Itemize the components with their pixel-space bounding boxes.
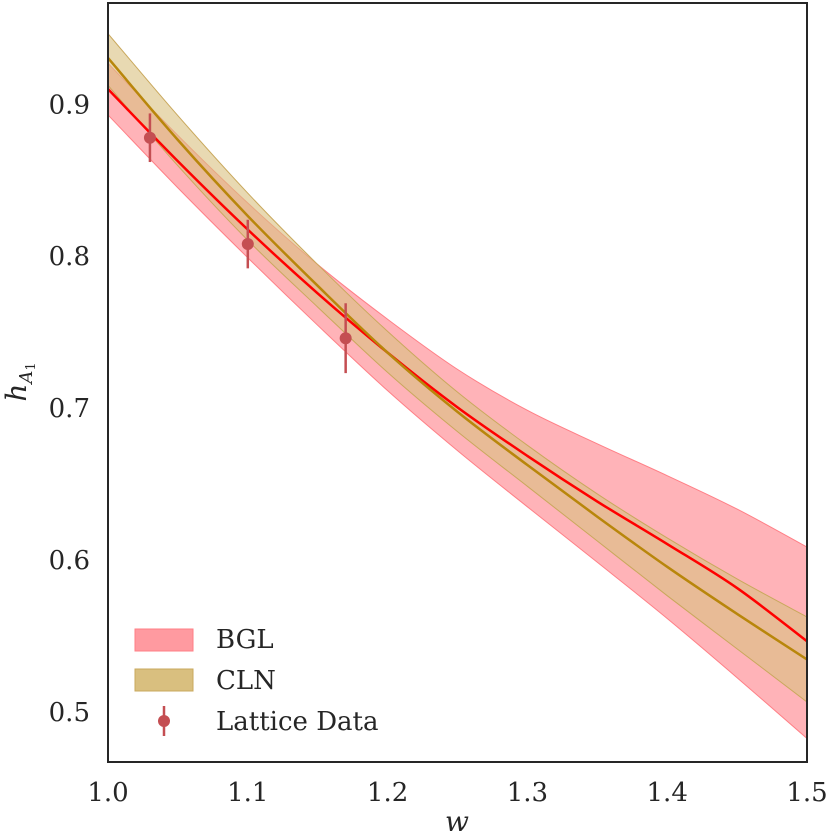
x-tick-label: 1.2 bbox=[367, 778, 408, 808]
x-tick-label: 1.4 bbox=[647, 778, 688, 808]
svg-text:hA1: hA1 bbox=[0, 362, 39, 401]
lattice-points-layer bbox=[143, 113, 352, 374]
x-tick-label: 1.5 bbox=[786, 778, 827, 808]
x-tick-label: 1.3 bbox=[507, 778, 548, 808]
bgl-line bbox=[108, 88, 807, 643]
x-axis-label: w bbox=[445, 805, 469, 836]
y-axis-ticks: 0.5 0.6 0.7 0.8 0.9 bbox=[49, 90, 90, 728]
lattice-point bbox=[241, 238, 254, 251]
legend-marker-lattice bbox=[158, 715, 170, 727]
x-tick-label: 1.0 bbox=[87, 778, 128, 808]
legend-label-cln: CLN bbox=[216, 666, 276, 696]
y-tick-label: 0.5 bbox=[49, 698, 90, 728]
y-axis-label: hA1 bbox=[0, 362, 39, 401]
y-tick-label: 0.7 bbox=[49, 394, 90, 424]
y-axis-label-main: h bbox=[0, 384, 33, 402]
legend: BGL CLN Lattice Data bbox=[134, 625, 379, 737]
y-tick-label: 0.6 bbox=[49, 546, 90, 576]
legend-label-bgl: BGL bbox=[216, 625, 274, 655]
y-tick-label: 0.8 bbox=[49, 242, 90, 272]
plot-frame bbox=[107, 2, 808, 763]
legend-swatch-bgl bbox=[134, 628, 194, 652]
legend-label-lattice: Lattice Data bbox=[216, 707, 379, 737]
cln-line bbox=[108, 57, 807, 661]
lattice-point bbox=[339, 332, 352, 345]
legend-swatch-cln bbox=[134, 668, 194, 692]
lines-layer bbox=[108, 57, 807, 661]
y-axis-label-sub: A bbox=[16, 371, 37, 386]
x-axis-ticks: 1.0 1.1 1.2 1.3 1.4 1.5 bbox=[87, 778, 827, 808]
lattice-point bbox=[143, 131, 156, 144]
y-tick-label: 0.9 bbox=[49, 90, 90, 120]
y-axis-label-subsub: 1 bbox=[24, 362, 39, 370]
x-tick-label: 1.1 bbox=[227, 778, 268, 808]
